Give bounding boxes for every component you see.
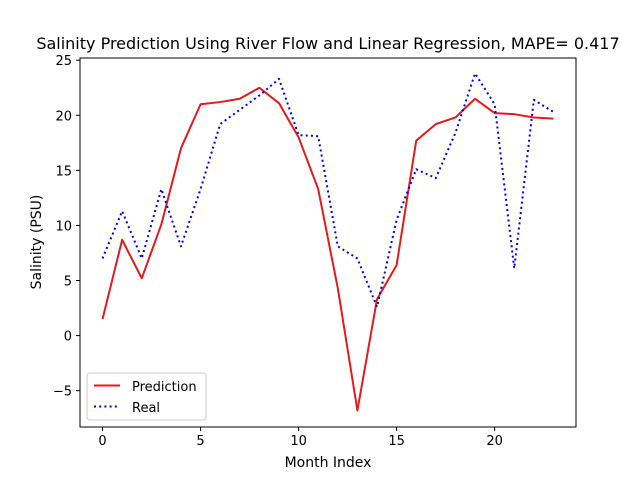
y-tick-label: 20 bbox=[55, 109, 72, 124]
y-tick-label: 5 bbox=[64, 275, 72, 290]
x-tick-label: 5 bbox=[196, 434, 204, 449]
x-axis-ticks: 0 5 10 15 20 bbox=[98, 427, 503, 449]
chart-title: Salinity Prediction Using River Flow and… bbox=[36, 34, 619, 53]
plot-area bbox=[79, 57, 577, 428]
y-tick-label: 10 bbox=[55, 219, 72, 234]
y-axis-label: Salinity (PSU) bbox=[29, 195, 45, 290]
y-tick-label: 25 bbox=[55, 54, 72, 69]
legend-prediction-label: Prediction bbox=[132, 380, 197, 395]
x-tick-label: 0 bbox=[98, 434, 106, 449]
y-tick-label: −5 bbox=[53, 385, 72, 400]
plot-frame bbox=[79, 57, 577, 428]
y-tick-label: 15 bbox=[55, 164, 72, 179]
real-series-line bbox=[101, 72, 554, 308]
x-tick-label: 20 bbox=[486, 434, 503, 449]
series-lines-group bbox=[101, 72, 554, 412]
legend: Prediction Real bbox=[86, 372, 207, 421]
legend-real-label: Real bbox=[132, 401, 160, 416]
prediction-series-line bbox=[101, 86, 554, 412]
y-axis-ticks: −5 0 5 10 15 20 25 bbox=[53, 54, 80, 400]
x-axis-label: Month Index bbox=[285, 455, 372, 471]
y-tick-label: 0 bbox=[64, 330, 72, 345]
x-tick-label: 10 bbox=[290, 434, 307, 449]
x-tick-label: 15 bbox=[388, 434, 405, 449]
